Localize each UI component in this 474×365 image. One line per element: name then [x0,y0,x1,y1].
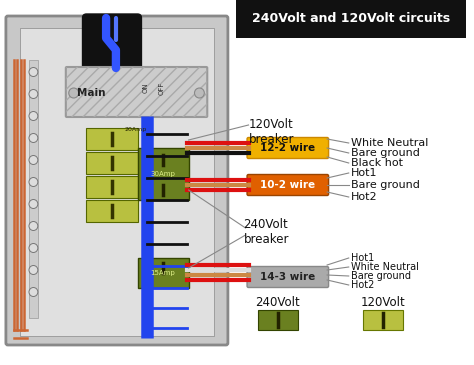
Circle shape [194,88,204,98]
Bar [86,128,137,150]
Circle shape [69,88,79,98]
FancyBboxPatch shape [66,67,207,117]
Text: White Neutral: White Neutral [351,262,419,272]
Text: 120Volt: 120Volt [361,296,405,308]
Bar [19,28,214,336]
Text: Hot2: Hot2 [351,192,377,202]
Circle shape [29,288,38,296]
Text: Black hot: Black hot [351,158,403,168]
Text: Hot2: Hot2 [351,280,374,290]
Text: Bare ground: Bare ground [351,180,419,190]
Text: 14-3 wire: 14-3 wire [260,272,315,282]
Bar [364,310,403,330]
Text: 20Amp: 20Amp [125,127,146,132]
Text: 30Amp: 30Amp [151,171,175,177]
Bar [86,152,137,174]
FancyBboxPatch shape [82,14,141,72]
Text: 240Volt
breaker: 240Volt breaker [244,218,289,246]
Text: 240Volt: 240Volt [255,296,301,308]
Bar [137,148,189,200]
FancyBboxPatch shape [247,266,328,288]
Circle shape [29,222,38,231]
Circle shape [29,111,38,120]
Text: ON: ON [142,83,148,93]
Text: Bare ground: Bare ground [351,271,410,281]
Circle shape [29,134,38,142]
FancyBboxPatch shape [247,174,328,196]
Text: Hot1: Hot1 [351,253,374,263]
Circle shape [29,68,38,77]
Text: Hot1: Hot1 [351,168,377,178]
Bar [29,60,38,318]
Circle shape [29,155,38,165]
Text: White Neutral: White Neutral [351,138,428,148]
Circle shape [29,177,38,187]
Text: 10-2 wire: 10-2 wire [260,180,315,190]
Text: 12-2 wire: 12-2 wire [260,143,315,153]
Circle shape [29,200,38,208]
Bar [236,0,465,38]
Text: OFF: OFF [159,81,165,95]
Bar [86,176,137,198]
Text: Main: Main [77,88,106,98]
FancyBboxPatch shape [247,138,328,158]
Bar [137,258,189,288]
Circle shape [29,265,38,274]
Text: 15Amp: 15Amp [151,270,175,276]
Bar [258,310,298,330]
Text: 240Volt and 120Volt circuits: 240Volt and 120Volt circuits [252,12,450,26]
Bar [86,200,137,222]
FancyBboxPatch shape [6,16,228,345]
Text: Bare ground: Bare ground [351,148,419,158]
Circle shape [29,89,38,99]
Circle shape [29,243,38,253]
Text: 120Volt
breaker: 120Volt breaker [248,118,294,146]
